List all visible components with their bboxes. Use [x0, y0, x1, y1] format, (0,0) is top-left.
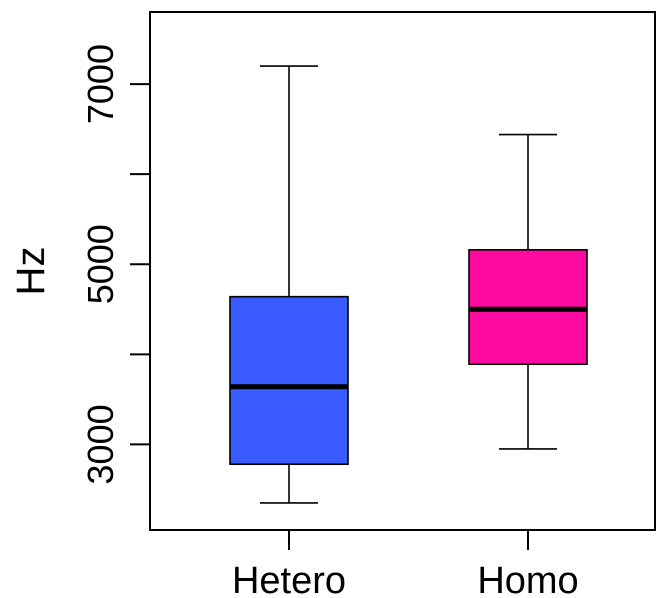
y-tick-label: 5000 — [80, 224, 121, 304]
x-tick-label: Hetero — [232, 560, 346, 598]
plot-frame — [149, 11, 656, 531]
x-axis: Hetero Homo — [232, 530, 579, 598]
iqr-box — [229, 295, 349, 466]
y-axis-label: Hz — [9, 247, 53, 296]
y-tick-label: 3000 — [80, 404, 121, 484]
box-homo — [468, 133, 588, 450]
x-tick-label: Homo — [477, 560, 578, 598]
y-axis: 3000 5000 7000 — [80, 44, 150, 484]
box-hetero — [229, 65, 349, 504]
y-tick-label: 7000 — [80, 44, 121, 124]
boxes — [229, 65, 588, 504]
